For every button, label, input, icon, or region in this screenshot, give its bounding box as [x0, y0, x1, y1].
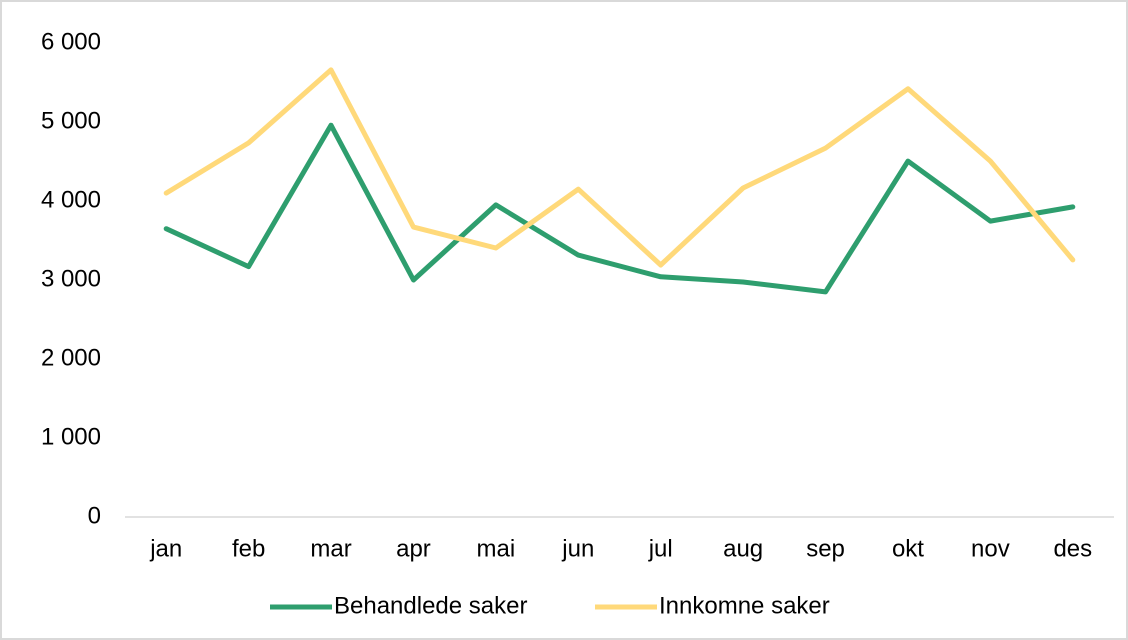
y-tick-label: 3 000 [41, 265, 101, 292]
x-tick-label: jul [648, 535, 673, 562]
line-series [163, 67, 1076, 268]
line-series [163, 122, 1076, 295]
x-tick-label: feb [232, 535, 265, 562]
x-tick-label: sep [806, 535, 845, 562]
x-tick-label: mai [477, 535, 516, 562]
legend-label: Behandlede saker [334, 592, 527, 619]
x-tick-label: jan [149, 535, 182, 562]
y-tick-label: 6 000 [41, 28, 101, 55]
x-tick-label: mar [310, 535, 351, 562]
y-tick-label: 2 000 [41, 344, 101, 371]
x-tick-label: jun [561, 535, 594, 562]
y-tick-label: 5 000 [41, 107, 101, 134]
x-tick-label: nov [971, 535, 1010, 562]
y-tick-label: 4 000 [41, 186, 101, 213]
legend-label: Innkomne saker [659, 592, 830, 619]
x-tick-label: okt [892, 535, 924, 562]
x-tick-label: aug [723, 535, 763, 562]
y-tick-label: 1 000 [41, 423, 101, 450]
x-tick-label: des [1053, 535, 1092, 562]
y-tick-label: 0 [88, 502, 101, 529]
x-tick-label: apr [396, 535, 431, 562]
